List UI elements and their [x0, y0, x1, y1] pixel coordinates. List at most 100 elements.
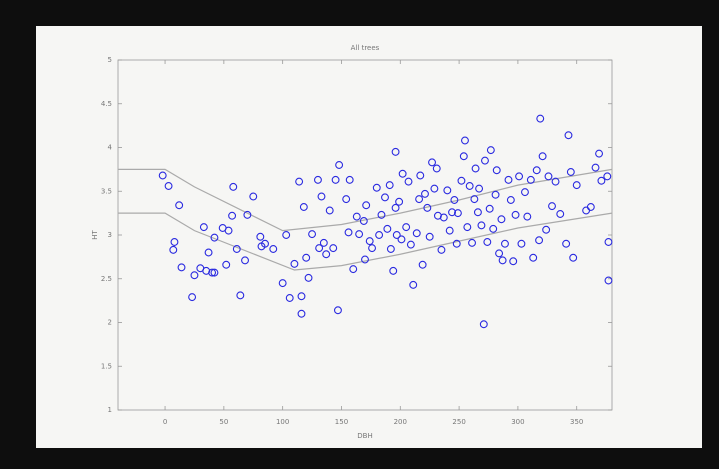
data-point: [448, 208, 456, 217]
data-point: [428, 158, 436, 167]
data-point: [529, 253, 538, 262]
x-tick-label: 100: [276, 418, 289, 426]
data-point: [169, 245, 178, 254]
data-point: [439, 213, 448, 222]
data-point: [551, 177, 560, 186]
data-point: [177, 263, 186, 272]
x-tick-label: 0: [163, 418, 167, 426]
data-point: [297, 309, 306, 318]
data-point: [544, 172, 553, 181]
data-point: [386, 245, 395, 253]
x-tick-label: 300: [511, 418, 524, 426]
data-point: [489, 224, 498, 233]
data-point: [586, 203, 595, 211]
data-point: [290, 259, 299, 268]
data-point: [285, 294, 294, 302]
data-point: [359, 217, 368, 225]
data-point: [222, 260, 231, 269]
data-point: [302, 253, 311, 262]
data-point: [362, 201, 371, 210]
data-point: [501, 239, 509, 248]
data-point: [381, 193, 389, 202]
data-point: [566, 168, 575, 176]
reference-curve: [118, 212, 613, 271]
data-point: [355, 230, 364, 239]
data-point: [506, 196, 515, 204]
data-point: [535, 236, 544, 245]
data-point: [475, 184, 484, 193]
data-point: [395, 197, 404, 206]
data-point: [415, 195, 424, 204]
data-point: [392, 231, 401, 239]
data-point: [473, 208, 482, 217]
data-point: [368, 244, 377, 253]
data-point: [517, 239, 526, 248]
data-point: [308, 230, 317, 239]
data-point: [597, 176, 606, 185]
y-tick-label: 3: [108, 231, 112, 239]
y-tick-label: 1.5: [101, 362, 112, 370]
data-point: [402, 223, 411, 232]
data-point: [344, 228, 353, 237]
data-point: [377, 210, 386, 219]
data-point: [199, 223, 208, 232]
data-point: [572, 181, 581, 190]
data-point: [170, 238, 179, 246]
data-point: [471, 164, 480, 173]
data-point: [228, 211, 237, 220]
data-point: [483, 238, 492, 246]
y-tick-label: 2: [108, 319, 112, 327]
data-point: [297, 292, 306, 301]
data-point: [497, 215, 506, 224]
x-tick-label: 350: [570, 418, 583, 426]
data-point: [443, 186, 452, 195]
data-point: [398, 169, 407, 178]
data-point: [361, 255, 369, 264]
data-point: [515, 172, 524, 181]
y-tick-label: 3.5: [101, 187, 112, 195]
data-point: [423, 203, 432, 212]
data-point: [256, 232, 265, 241]
data-point: [481, 156, 489, 165]
data-point: [463, 223, 472, 232]
data-point: [319, 238, 328, 247]
data-point: [409, 280, 418, 289]
data-point: [315, 244, 324, 253]
data-point: [329, 244, 338, 253]
data-point: [210, 268, 219, 277]
data-point: [492, 166, 501, 175]
x-tick-label: 50: [219, 418, 228, 426]
data-point: [485, 204, 494, 213]
data-point: [604, 238, 613, 246]
y-tick-label: 4.5: [101, 100, 112, 108]
data-point: [562, 239, 571, 248]
y-tick-label: 4: [108, 144, 113, 152]
y-tick-label: 2.5: [101, 275, 112, 283]
data-point: [257, 242, 266, 251]
data-point: [511, 210, 520, 219]
data-point: [461, 136, 469, 145]
y-axis-label: HT: [91, 230, 99, 240]
data-point: [452, 239, 461, 248]
data-point: [538, 152, 547, 161]
data-point: [450, 196, 459, 204]
data-point: [158, 171, 167, 180]
data-point: [603, 172, 612, 181]
data-point: [468, 238, 476, 247]
data-point: [325, 206, 334, 215]
y-tick-label: 5: [108, 56, 112, 64]
data-point: [389, 266, 398, 275]
data-point: [523, 212, 532, 221]
data-point: [210, 233, 219, 242]
data-point: [564, 131, 573, 140]
data-point: [491, 190, 500, 199]
data-point: [479, 320, 488, 329]
data-point: [509, 257, 518, 266]
x-axis-label: DBH: [357, 432, 372, 440]
data-point: [385, 181, 394, 190]
data-point: [175, 201, 184, 210]
data-point: [459, 152, 468, 161]
x-tick-label: 200: [394, 418, 407, 426]
screen: [36, 26, 702, 448]
